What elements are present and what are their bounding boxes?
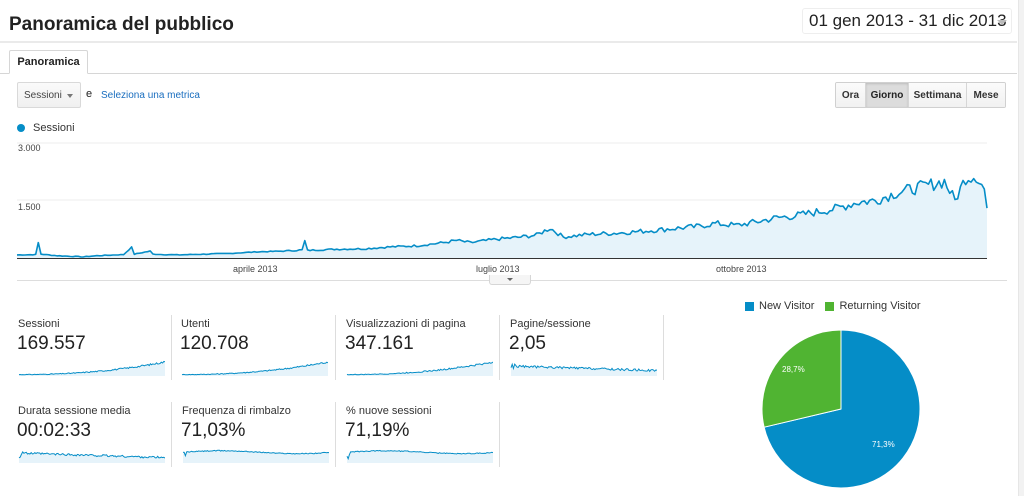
visitor-pie-chart[interactable]: 71,3% 28,7% <box>760 328 922 490</box>
date-range-text: 01 gen 2013 - 31 dic 2013 <box>809 11 1007 30</box>
header-divider <box>0 41 1017 43</box>
x-tick-october: ottobre 2013 <box>716 264 767 274</box>
kpi-divider <box>499 402 500 467</box>
kpi-frequenza-rimbalzo[interactable]: Frequenza di rimbalzo 71,03% <box>181 405 336 475</box>
scrollbar-track[interactable] <box>1018 0 1024 496</box>
kpi-label: Utenti <box>181 318 210 330</box>
x-tick-july: luglio 2013 <box>476 264 520 274</box>
page-title: Panoramica del pubblico <box>9 14 234 35</box>
kpi-value: 2,05 <box>509 333 546 354</box>
pie-label-returning: 28,7% <box>782 365 805 374</box>
sparkline <box>18 360 165 376</box>
kpi-divider <box>171 402 172 467</box>
kpi-label: Pagine/sessione <box>510 318 591 330</box>
kpi-visualizzazioni[interactable]: Visualizzazioni di pagina 347.161 <box>345 318 500 388</box>
kpi-label: Visualizzazioni di pagina <box>346 318 466 330</box>
legend-label: New Visitor <box>759 300 815 312</box>
kpi-label: Frequenza di rimbalzo <box>182 405 291 417</box>
kpi-value: 71,19% <box>345 420 410 441</box>
granularity-toggle: Ora Giorno Settimana Mese <box>835 82 1006 108</box>
kpi-nuove-sessioni[interactable]: % nuove sessioni 71,19% <box>345 405 500 475</box>
kpi-label: Sessioni <box>18 318 60 330</box>
granularity-mese-button[interactable]: Mese <box>967 83 1005 107</box>
tabs-divider <box>0 73 1017 74</box>
sparkline <box>510 362 657 376</box>
sessions-line-chart[interactable] <box>0 135 1010 300</box>
kpi-durata-sessione[interactable]: Durata sessione media 00:02:33 <box>17 405 172 475</box>
chevron-down-icon <box>997 20 1007 25</box>
sparkline <box>346 361 493 376</box>
x-tick-april: aprile 2013 <box>233 264 278 274</box>
kpi-value: 71,03% <box>181 420 246 441</box>
granularity-settimana-button[interactable]: Settimana <box>909 83 967 107</box>
kpi-divider <box>335 315 336 380</box>
y-tick-3000: 3.000 <box>18 143 41 153</box>
kpi-value: 347.161 <box>345 333 414 354</box>
sparkline <box>182 449 329 463</box>
date-range-picker[interactable]: 01 gen 2013 - 31 dic 2013 <box>802 8 1012 34</box>
kpi-utenti[interactable]: Utenti 120.708 <box>180 318 335 388</box>
kpi-sessioni[interactable]: Sessioni 169.557 <box>17 318 172 388</box>
kpi-divider <box>171 315 172 380</box>
chevron-down-icon <box>507 278 513 281</box>
legend-label: Returning Visitor <box>839 300 921 312</box>
granularity-giorno-button[interactable]: Giorno <box>866 83 909 107</box>
pie-slice-new-visitor[interactable] <box>763 329 921 489</box>
pie-label-new: 71,3% <box>872 440 895 449</box>
chevron-down-icon <box>67 94 73 98</box>
pie-legend: New Visitor Returning Visitor <box>745 300 932 312</box>
metric-select-value: Sessioni <box>24 89 62 101</box>
series-dot-icon <box>17 124 25 132</box>
kpi-divider <box>499 315 500 380</box>
kpi-label: % nuove sessioni <box>346 405 432 417</box>
kpi-value: 169.557 <box>17 333 86 354</box>
blue-swatch-icon <box>745 301 754 311</box>
expand-chart-button[interactable] <box>489 275 531 285</box>
legend-label: Sessioni <box>33 122 75 134</box>
kpi-label: Durata sessione media <box>18 405 131 417</box>
legend-new-visitor[interactable]: New Visitor <box>745 300 814 312</box>
pie-slice-returning-visitor[interactable] <box>761 329 842 428</box>
kpi-value: 00:02:33 <box>17 420 91 441</box>
sparkline <box>346 449 493 463</box>
sparkline <box>181 361 328 376</box>
green-swatch-icon <box>825 301 835 311</box>
y-tick-1500: 1.500 <box>18 202 41 212</box>
sparkline <box>18 451 165 463</box>
chart-legend: Sessioni <box>17 122 75 134</box>
legend-returning-visitor[interactable]: Returning Visitor <box>825 300 921 312</box>
kpi-value: 120.708 <box>180 333 249 354</box>
conjunction-label: e <box>86 88 93 100</box>
kpi-pagine-sessione[interactable]: Pagine/sessione 2,05 <box>509 318 664 388</box>
tab-panoramica[interactable]: Panoramica <box>9 50 88 74</box>
select-metric-link[interactable]: Seleziona una metrica <box>101 90 200 101</box>
kpi-divider <box>663 315 664 380</box>
granularity-ora-button[interactable]: Ora <box>836 83 866 107</box>
kpi-divider <box>335 402 336 467</box>
metric-select[interactable]: Sessioni <box>17 82 81 108</box>
